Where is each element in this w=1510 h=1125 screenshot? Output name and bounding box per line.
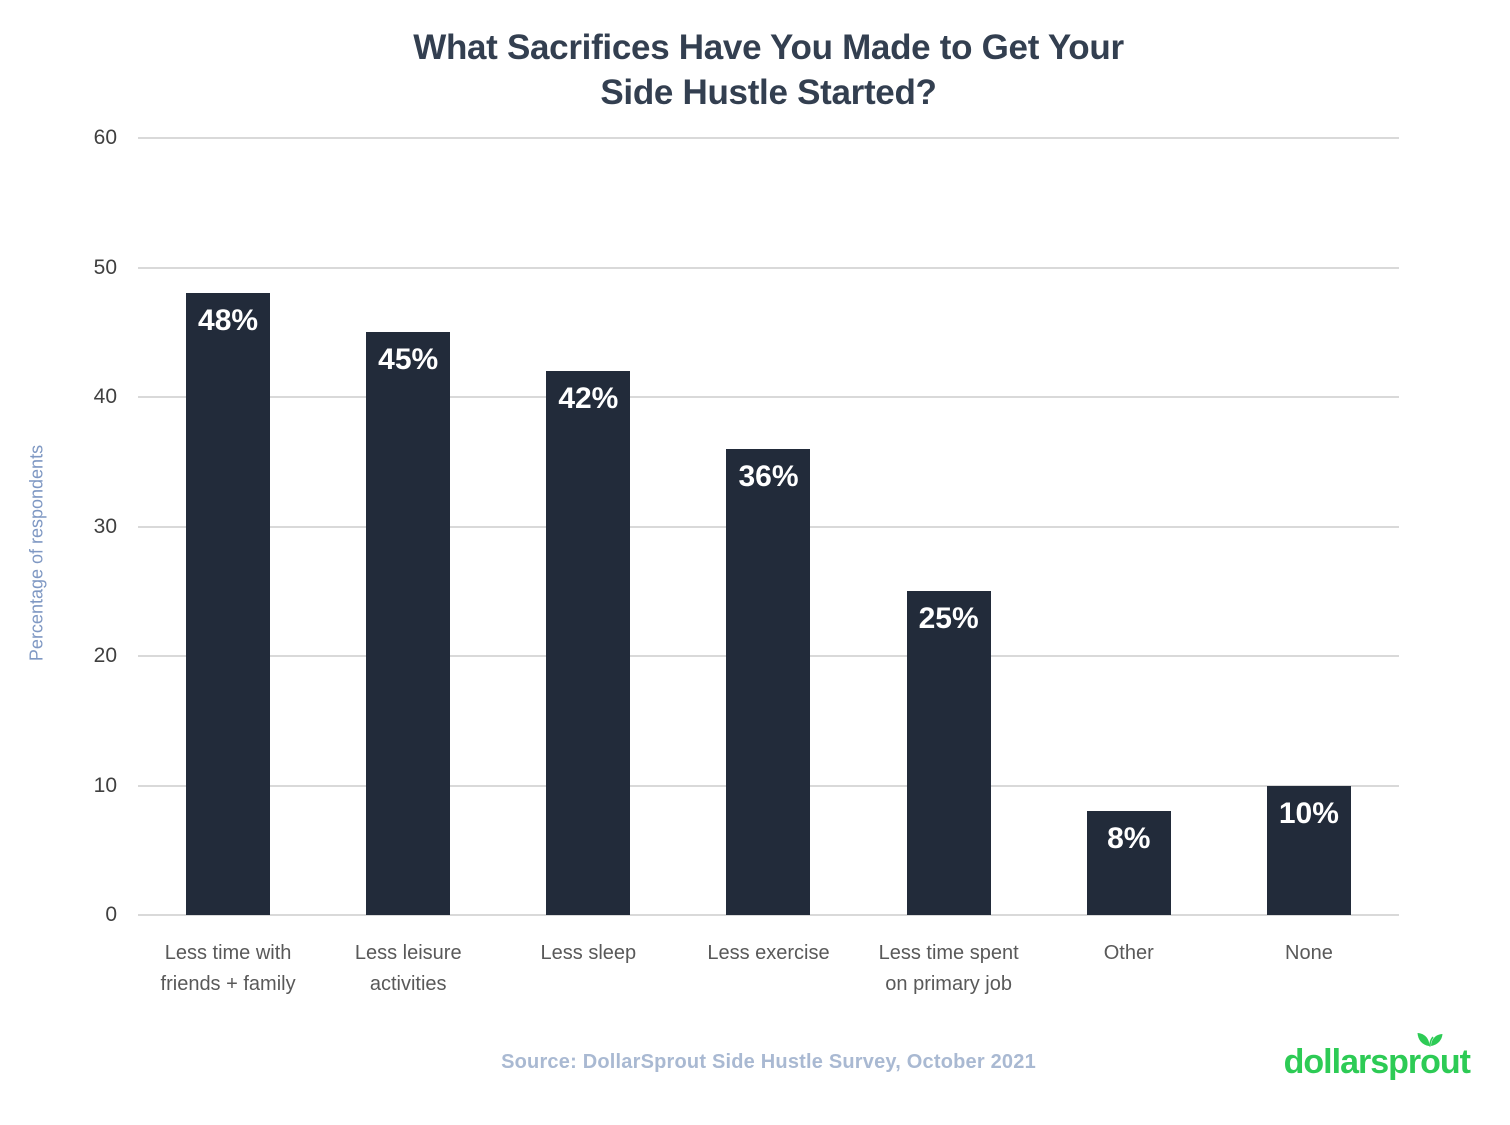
bar-7: 10% bbox=[1266, 785, 1351, 915]
bar-4: 36% bbox=[726, 448, 811, 915]
category-label-2: Less leisure activities bbox=[354, 942, 462, 995]
logo-text-suffix: ut bbox=[1439, 1043, 1471, 1081]
category-label-1: Less time with friends + family bbox=[160, 942, 296, 995]
bar-3: 42% bbox=[546, 371, 631, 915]
bar-slot-1: 48% bbox=[138, 138, 318, 915]
category-label-6: Other bbox=[1103, 942, 1154, 964]
y-tick-label-50: 50 bbox=[93, 255, 117, 279]
gridline-60 bbox=[138, 137, 1399, 139]
source-attribution: Source: DollarSprout Side Hustle Survey,… bbox=[501, 1051, 1036, 1073]
bar-1: 48% bbox=[186, 293, 271, 915]
bar-slot-7: 10% bbox=[1219, 138, 1399, 915]
category-labels-row: Less time with friends + family Less leis… bbox=[138, 938, 1399, 1000]
sprout-leaves-icon bbox=[1417, 1033, 1443, 1047]
gridline-40 bbox=[138, 396, 1399, 398]
bar-value-label-3: 42% bbox=[558, 382, 619, 416]
plot-area: 48% 45% 42% 36% 25% 8% 10% bbox=[138, 137, 1399, 916]
bar-2: 45% bbox=[366, 332, 451, 915]
gridline-0 bbox=[138, 914, 1399, 916]
chart-title: What Sacrifices Have You Made to Get You… bbox=[413, 28, 1124, 112]
y-tick-label-40: 40 bbox=[93, 385, 117, 408]
logo-letter-o: o bbox=[1417, 1033, 1443, 1082]
bar-value-label-7: 10% bbox=[1278, 796, 1339, 830]
bar-slot-6: 8% bbox=[1039, 138, 1219, 915]
bars-row: 48% 45% 42% 36% 25% 8% 10% bbox=[138, 138, 1399, 915]
y-tick-label-60: 60 bbox=[93, 126, 117, 149]
y-axis-tick-labels: 0 10 20 30 40 50 60 bbox=[0, 126, 117, 926]
gridline-50 bbox=[138, 266, 1399, 269]
bar-value-label-5: 25% bbox=[918, 602, 979, 636]
bar-slot-5: 25% bbox=[859, 138, 1039, 915]
category-label-5: Less time spent on primary job bbox=[878, 942, 1019, 995]
bar-slot-3: 42% bbox=[498, 138, 678, 915]
bar-6: 8% bbox=[1086, 811, 1171, 915]
category-label-3: Less sleep bbox=[540, 942, 637, 964]
bar-5: 25% bbox=[906, 591, 991, 915]
bar-value-label-2: 45% bbox=[378, 343, 439, 377]
bar-slot-4: 36% bbox=[678, 138, 858, 915]
logo-text-prefix: dollarspr bbox=[1283, 1043, 1421, 1081]
bar-value-label-6: 8% bbox=[1107, 822, 1151, 856]
y-tick-label-20: 20 bbox=[93, 644, 117, 667]
y-tick-label-10: 10 bbox=[93, 773, 117, 797]
y-tick-label-0: 0 bbox=[105, 903, 117, 926]
dollarsprout-logo: dollarspro ut bbox=[1283, 1033, 1471, 1082]
bar-slot-2: 45% bbox=[318, 138, 498, 915]
bar-value-label-1: 48% bbox=[198, 304, 259, 338]
y-tick-label-30: 30 bbox=[93, 514, 117, 538]
category-label-7: None bbox=[1285, 942, 1333, 964]
category-label-4: Less exercise bbox=[707, 942, 830, 964]
bar-value-label-4: 36% bbox=[738, 459, 799, 493]
